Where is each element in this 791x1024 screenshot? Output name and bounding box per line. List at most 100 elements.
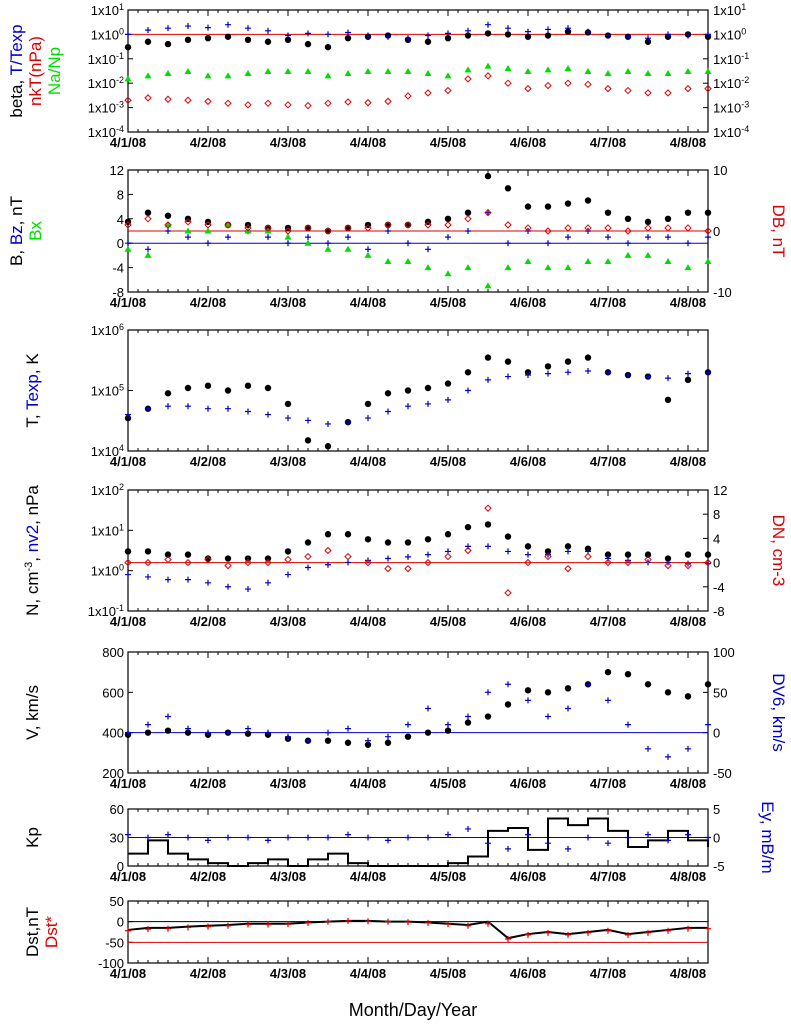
y-tick-right-label: 0 — [713, 726, 720, 741]
data-point — [624, 227, 632, 235]
data-point — [165, 25, 171, 32]
data-point — [344, 531, 352, 538]
x-tick-label: 4/5/08 — [430, 614, 466, 629]
data-point — [425, 32, 431, 39]
data-point — [704, 227, 712, 235]
data-point — [404, 564, 412, 573]
data-point — [404, 387, 412, 394]
data-point — [424, 264, 432, 271]
data-point — [584, 197, 592, 204]
data-point — [565, 931, 571, 938]
data-point — [625, 834, 631, 841]
data-point — [684, 224, 692, 232]
data-point — [364, 558, 372, 567]
y-tick-right-label: -10 — [713, 285, 732, 300]
data-point — [565, 25, 571, 32]
x-tick-label: 4/2/08 — [190, 776, 226, 791]
data-point — [625, 931, 631, 938]
data-point — [465, 922, 471, 929]
data-point — [545, 370, 551, 377]
data-point — [624, 551, 632, 558]
data-point — [364, 536, 372, 543]
data-point — [624, 215, 632, 222]
x-tick-label: 4/1/08 — [110, 135, 146, 150]
data-point — [304, 539, 312, 546]
data-point — [304, 68, 312, 75]
data-point — [244, 558, 252, 567]
data-point — [544, 227, 552, 235]
y-tick-label: 30 — [110, 831, 124, 846]
y-tick-label: 60 — [110, 802, 124, 817]
data-point — [325, 240, 331, 247]
data-point — [684, 693, 692, 700]
data-point — [365, 834, 371, 841]
x-tick-label: 4/8/08 — [670, 869, 706, 884]
data-point — [624, 251, 632, 258]
data-point — [564, 65, 572, 72]
y-tick-label: 200 — [102, 766, 124, 781]
data-point — [165, 713, 171, 720]
series-nkt-npa- — [124, 72, 712, 110]
data-point — [384, 97, 392, 106]
series-bx — [124, 221, 712, 289]
y-axis-label: Bx — [26, 221, 45, 241]
data-point — [444, 34, 452, 42]
data-point — [144, 38, 152, 45]
data-point — [385, 918, 391, 925]
data-point — [165, 831, 171, 838]
data-point — [405, 403, 411, 410]
data-point — [605, 840, 611, 847]
y-tick-label: 1x101 — [91, 2, 124, 18]
data-point — [385, 837, 391, 844]
data-point — [344, 739, 352, 746]
data-point — [565, 548, 571, 555]
data-point — [505, 373, 511, 380]
data-point — [145, 405, 151, 412]
data-point — [544, 689, 552, 696]
data-point — [525, 931, 531, 938]
data-point — [404, 68, 412, 75]
y-tick-right-label: -50 — [713, 766, 732, 781]
series-v — [124, 668, 712, 748]
data-point — [484, 521, 492, 528]
y-tick-right-label: 0 — [713, 556, 720, 571]
y-tick-label: 1x10-1 — [88, 51, 124, 67]
x-tick-label: 4/4/08 — [350, 454, 386, 469]
data-point — [605, 697, 611, 704]
data-point — [584, 68, 592, 75]
data-point — [464, 546, 472, 555]
data-point — [264, 38, 272, 45]
x-tick-label: 4/2/08 — [190, 295, 226, 310]
x-tick-label: 4/7/08 — [590, 869, 626, 884]
plot-frame — [127, 489, 709, 612]
data-point — [165, 403, 171, 410]
data-point — [304, 552, 312, 561]
x-tick-label: 4/3/08 — [270, 869, 306, 884]
data-point — [224, 555, 232, 562]
data-point — [245, 921, 251, 928]
data-point — [565, 369, 571, 376]
y-tick-right-label: 8 — [713, 507, 720, 522]
data-point — [165, 925, 171, 932]
data-point — [705, 721, 711, 728]
data-point — [664, 396, 672, 404]
data-point — [184, 551, 192, 558]
data-point — [444, 727, 452, 734]
data-point — [205, 729, 211, 736]
plot-frame — [127, 9, 709, 133]
data-point — [144, 215, 152, 223]
data-point — [704, 558, 712, 567]
data-point — [524, 203, 532, 210]
x-tick-label: 4/3/08 — [270, 966, 306, 981]
data-point — [265, 27, 271, 34]
data-point — [504, 533, 512, 540]
data-point — [184, 384, 192, 392]
panel-3: 4/1/08 4/2/08 4/3/08 4/4/08 4/5/08 4/6/08 4/7/… — [23, 322, 712, 469]
series-bz — [125, 209, 711, 253]
data-point — [505, 936, 511, 943]
data-point — [145, 834, 151, 841]
data-point — [564, 685, 572, 692]
data-point — [384, 258, 392, 264]
data-point — [684, 84, 692, 93]
y-axis-label: Dst* — [42, 916, 61, 949]
